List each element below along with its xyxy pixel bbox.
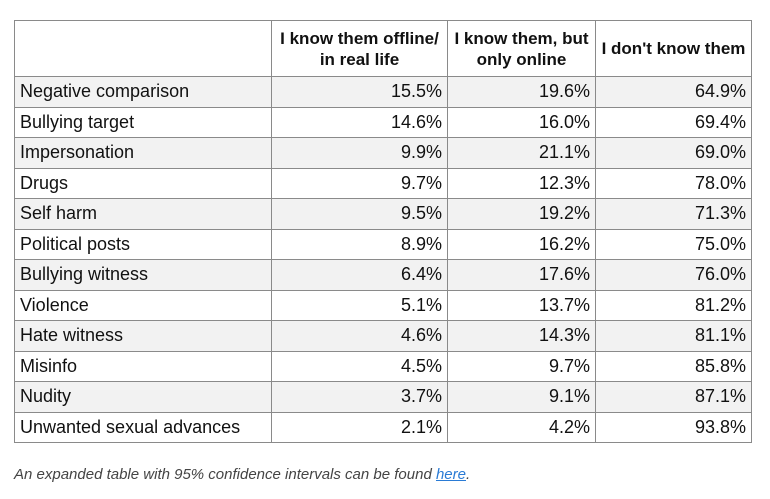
cell-value: 19.2% xyxy=(447,198,596,230)
data-table: I know them offline/ in real life I know … xyxy=(14,20,752,443)
row-label: Violence xyxy=(14,289,272,321)
table-row: Bullying target 14.6% 16.0% 69.4% xyxy=(14,106,752,138)
row-label: Misinfo xyxy=(14,350,272,382)
cell-value: 69.4% xyxy=(595,106,752,138)
cell-value: 9.1% xyxy=(447,381,596,413)
cell-value: 16.2% xyxy=(447,228,596,260)
column-header: I know them offline/ in real life xyxy=(271,20,448,77)
cell-value: 4.5% xyxy=(271,350,448,382)
row-label: Bullying witness xyxy=(14,259,272,291)
cell-value: 16.0% xyxy=(447,106,596,138)
cell-value: 64.9% xyxy=(595,76,752,108)
table-row: Unwanted sexual advances 2.1% 4.2% 93.8% xyxy=(14,411,752,443)
cell-value: 17.6% xyxy=(447,259,596,291)
caption-link[interactable]: here xyxy=(435,466,466,483)
cell-value: 13.7% xyxy=(447,289,596,321)
cell-value: 85.8% xyxy=(595,350,752,382)
table-row: Political posts 8.9% 16.2% 75.0% xyxy=(14,228,752,260)
row-label: Impersonation xyxy=(14,137,272,169)
column-header: I know them, but only online xyxy=(447,20,596,77)
row-label: Unwanted sexual advances xyxy=(14,411,272,443)
cell-value: 9.7% xyxy=(447,350,596,382)
cell-value: 5.1% xyxy=(271,289,448,321)
table-row: Drugs 9.7% 12.3% 78.0% xyxy=(14,167,752,199)
cell-value: 2.1% xyxy=(271,411,448,443)
cell-value: 78.0% xyxy=(595,167,752,199)
table-row: Nudity 3.7% 9.1% 87.1% xyxy=(14,381,752,413)
caption-text: An expanded table with 95% confidence in… xyxy=(14,466,436,483)
row-label: Negative comparison xyxy=(14,76,272,108)
cell-value: 15.5% xyxy=(271,76,448,108)
row-label: Bullying target xyxy=(14,106,272,138)
row-label: Drugs xyxy=(14,167,272,199)
cell-value: 87.1% xyxy=(595,381,752,413)
cell-value: 21.1% xyxy=(447,137,596,169)
cell-value: 93.8% xyxy=(595,411,752,443)
cell-value: 14.6% xyxy=(271,106,448,138)
corner-cell xyxy=(14,20,272,77)
cell-value: 9.7% xyxy=(271,167,448,199)
cell-value: 71.3% xyxy=(595,198,752,230)
cell-value: 6.4% xyxy=(271,259,448,291)
cell-value: 4.2% xyxy=(447,411,596,443)
cell-value: 81.2% xyxy=(595,289,752,321)
table-row: Bullying witness 6.4% 17.6% 76.0% xyxy=(14,259,752,291)
cell-value: 75.0% xyxy=(595,228,752,260)
cell-value: 76.0% xyxy=(595,259,752,291)
cell-value: 3.7% xyxy=(271,381,448,413)
caption-end: . xyxy=(466,466,471,483)
cell-value: 8.9% xyxy=(271,228,448,260)
row-label: Self harm xyxy=(14,198,272,230)
cell-value: 4.6% xyxy=(271,320,448,352)
cell-value: 9.5% xyxy=(271,198,448,230)
cell-value: 9.9% xyxy=(271,137,448,169)
cell-value: 12.3% xyxy=(447,167,596,199)
cell-value: 14.3% xyxy=(447,320,596,352)
caption: An expanded table with 95% confidence in… xyxy=(14,466,470,483)
cell-value: 81.1% xyxy=(595,320,752,352)
cell-value: 19.6% xyxy=(447,76,596,108)
table-row: Hate witness 4.6% 14.3% 81.1% xyxy=(14,320,752,352)
header-row: I know them offline/ in real life I know … xyxy=(14,20,752,77)
table-row: Violence 5.1% 13.7% 81.2% xyxy=(14,289,752,321)
row-label: Hate witness xyxy=(14,320,272,352)
row-label: Nudity xyxy=(14,381,272,413)
row-label: Political posts xyxy=(14,228,272,260)
table-row: Self harm 9.5% 19.2% 71.3% xyxy=(14,198,752,230)
column-header: I don't know them xyxy=(595,20,752,77)
table-row: Misinfo 4.5% 9.7% 85.8% xyxy=(14,350,752,382)
table-row: Negative comparison 15.5% 19.6% 64.9% xyxy=(14,76,752,108)
table-row: Impersonation 9.9% 21.1% 69.0% xyxy=(14,137,752,169)
cell-value: 69.0% xyxy=(595,137,752,169)
